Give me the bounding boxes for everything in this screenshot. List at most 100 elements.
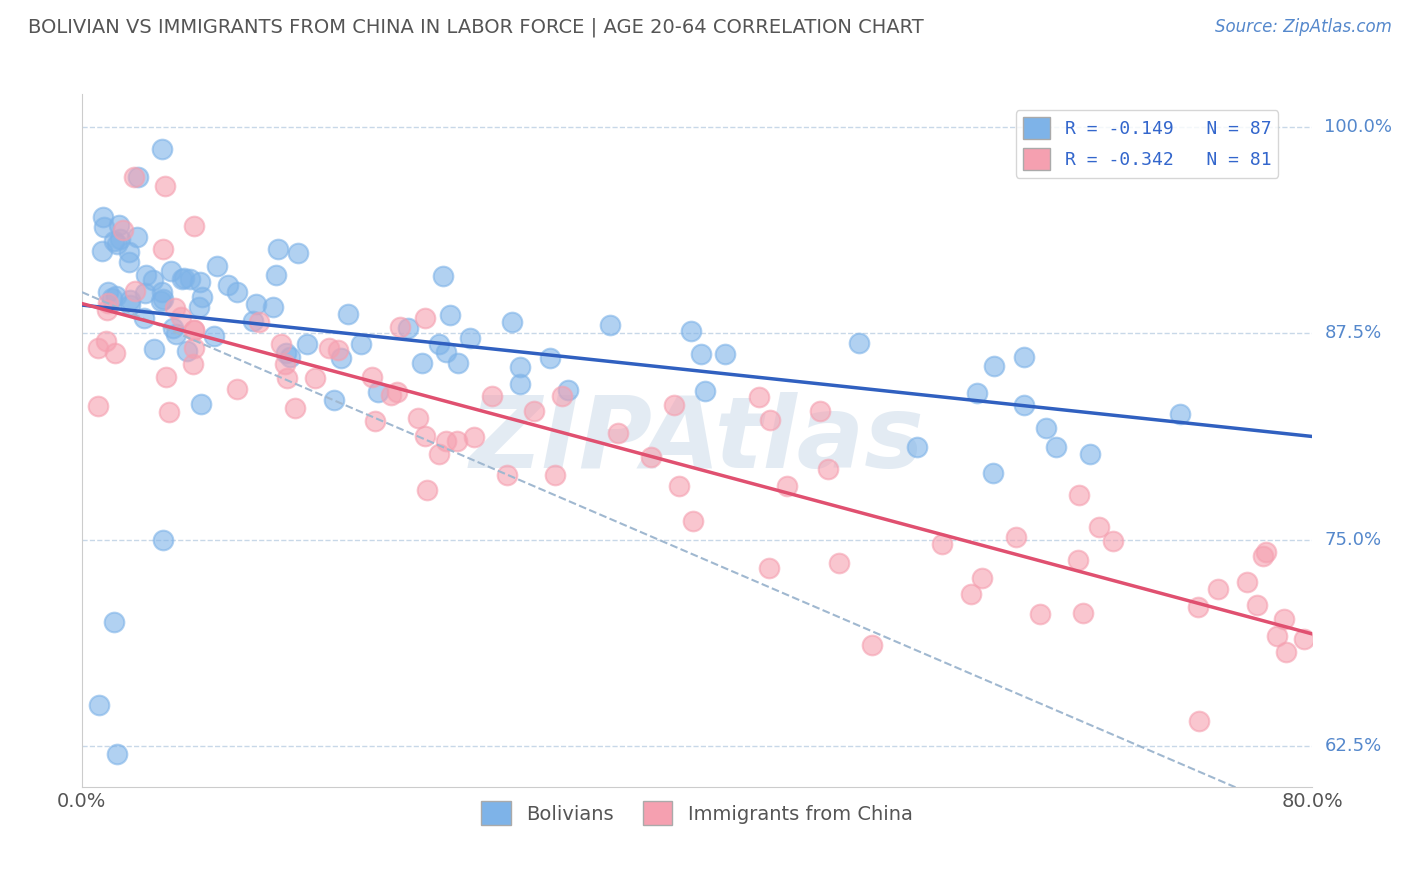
Point (1028, 607, 1050, 621)
Point (103, 234, 125, 248)
Point (87, 342, 110, 356)
Point (360, 369, 382, 384)
Point (1014, 350, 1036, 364)
Point (748, 391, 770, 405)
Point (96, 302, 118, 317)
Point (183, 341, 205, 355)
Point (758, 413, 780, 427)
Point (97, 285, 120, 299)
Point (1069, 488, 1091, 502)
Point (150, 294, 173, 309)
Point (427, 447, 450, 461)
Point (155, 178, 177, 193)
Point (416, 483, 439, 498)
Point (983, 359, 1005, 373)
Point (1012, 398, 1035, 412)
Point (135, 268, 157, 283)
Point (295, 336, 318, 351)
Point (808, 404, 831, 418)
Point (960, 587, 983, 601)
Point (287, 246, 309, 260)
Point (103, 615, 125, 629)
Point (1035, 420, 1057, 434)
Point (1251, 549, 1274, 563)
Point (318, 342, 340, 356)
Point (817, 462, 839, 476)
Text: ZIPAtlas: ZIPAtlas (470, 392, 924, 489)
Point (170, 271, 193, 285)
Point (87, 399, 110, 413)
Point (132, 311, 155, 326)
Point (183, 219, 205, 233)
Point (350, 337, 373, 351)
Point (304, 371, 326, 385)
Point (557, 383, 579, 397)
Point (165, 326, 187, 341)
Point (91, 244, 114, 259)
Point (183, 323, 205, 337)
Point (181, 357, 204, 371)
Point (125, 229, 148, 244)
Point (1168, 407, 1191, 421)
Point (190, 290, 212, 304)
Point (509, 376, 531, 391)
Point (446, 434, 468, 448)
Point (96, 334, 118, 348)
Text: 100.0%: 100.0% (1324, 118, 1392, 136)
Text: 62.5%: 62.5% (1324, 737, 1382, 755)
Point (190, 397, 212, 411)
Point (714, 346, 737, 360)
Point (122, 169, 145, 184)
Point (1005, 531, 1028, 545)
Point (447, 356, 470, 370)
Point (107, 218, 129, 232)
Point (681, 324, 703, 338)
Point (1087, 520, 1109, 534)
Point (1073, 606, 1095, 620)
Point (523, 404, 546, 418)
Point (862, 639, 884, 653)
Point (668, 479, 690, 493)
Point (695, 384, 717, 398)
Point (202, 328, 225, 343)
Point (415, 429, 437, 443)
Point (142, 273, 165, 287)
Point (170, 310, 193, 325)
Point (1236, 574, 1258, 589)
Point (460, 331, 482, 345)
Point (104, 346, 127, 360)
Point (662, 398, 685, 412)
Text: Source: ZipAtlas.com: Source: ZipAtlas.com (1215, 18, 1392, 36)
Point (262, 300, 284, 314)
Point (276, 371, 298, 385)
Point (434, 344, 457, 359)
Point (413, 310, 436, 325)
Point (276, 345, 298, 359)
Point (1206, 582, 1229, 596)
Point (367, 385, 389, 400)
Point (411, 356, 433, 370)
Point (931, 537, 953, 551)
Point (434, 434, 457, 449)
Point (278, 350, 301, 364)
Point (183, 323, 205, 337)
Point (134, 285, 156, 300)
Point (427, 336, 450, 351)
Point (432, 268, 454, 283)
Point (599, 318, 621, 332)
Point (225, 382, 247, 396)
Point (173, 270, 195, 285)
Point (329, 351, 352, 366)
Point (776, 479, 799, 493)
Point (380, 388, 402, 402)
Point (389, 320, 412, 334)
Point (1256, 545, 1278, 559)
Point (501, 315, 523, 329)
Point (274, 357, 297, 371)
Point (326, 343, 349, 357)
Point (1246, 598, 1268, 612)
Point (152, 242, 174, 256)
Point (966, 386, 988, 401)
Point (408, 411, 430, 425)
Point (118, 293, 141, 307)
